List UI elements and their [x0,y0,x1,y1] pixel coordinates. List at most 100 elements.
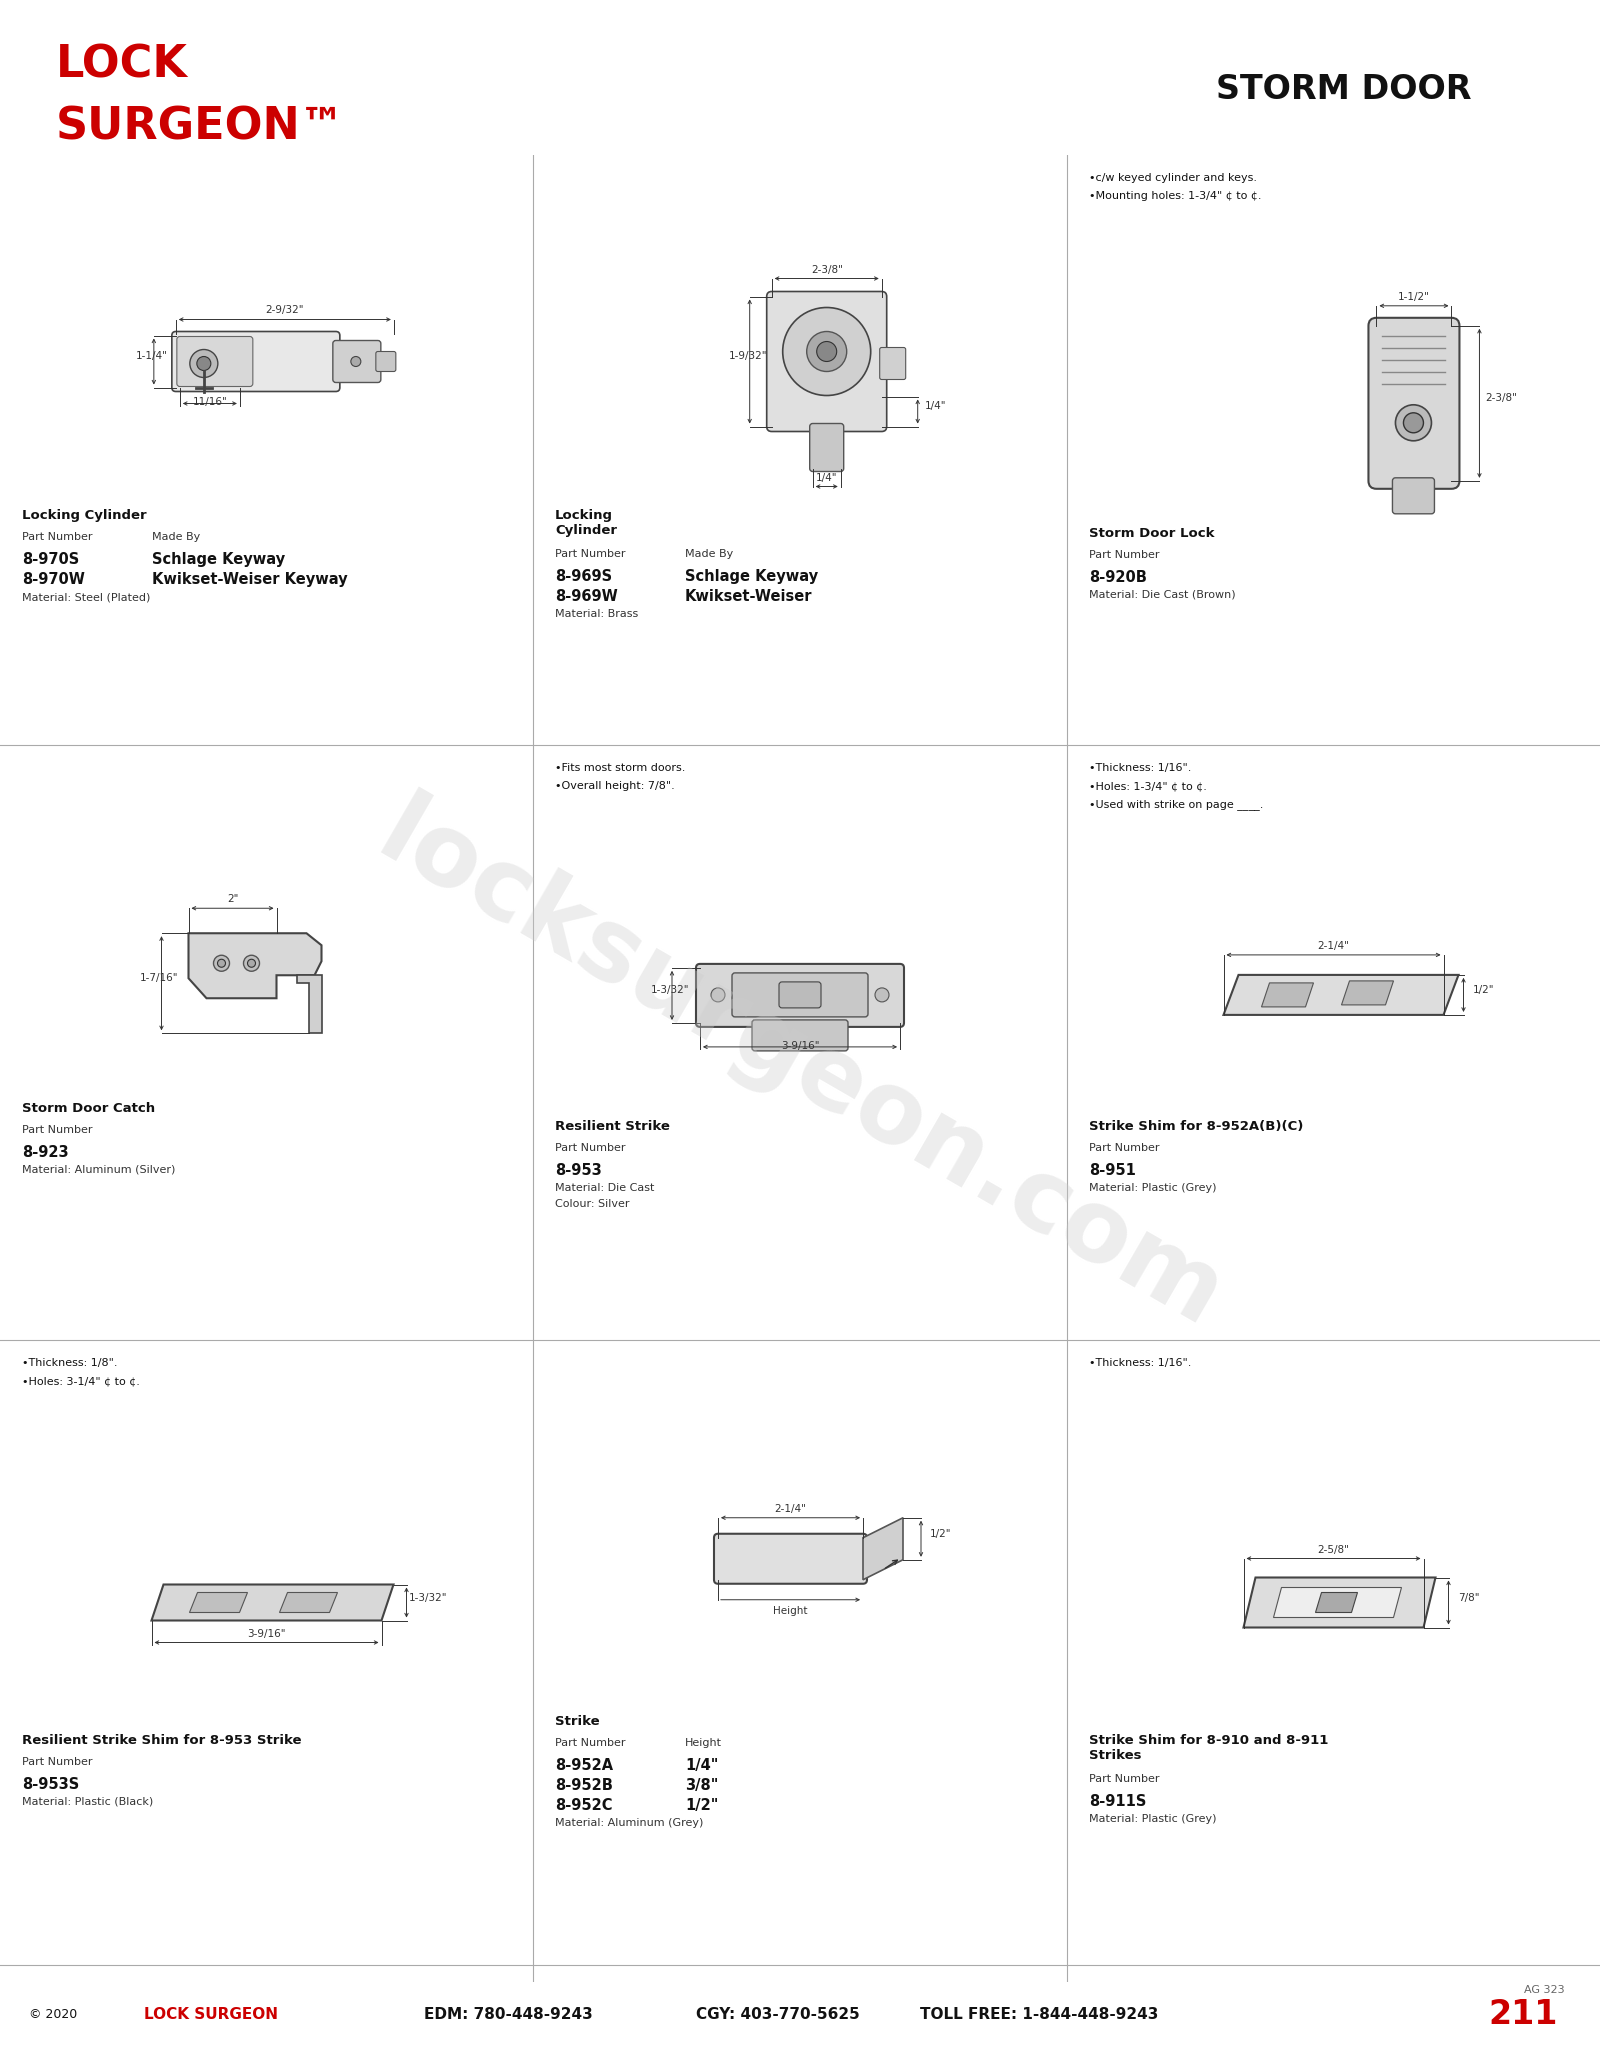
Text: 1/4": 1/4" [816,473,837,483]
Text: Made By: Made By [152,532,200,542]
Text: 8-911S: 8-911S [1090,1793,1146,1810]
Circle shape [350,356,362,366]
Text: 8-952A: 8-952A [555,1758,613,1773]
Text: 1/2": 1/2" [685,1797,718,1814]
Text: EDM: 780-448-9243: EDM: 780-448-9243 [424,2006,592,2022]
Text: Storm Door Catch: Storm Door Catch [22,1101,155,1116]
Text: Kwikset-Weiser: Kwikset-Weiser [685,590,813,604]
Text: 8-952C: 8-952C [555,1797,613,1814]
FancyBboxPatch shape [752,1019,848,1050]
Text: Locking
Cylinder: Locking Cylinder [555,510,618,536]
Text: © 2020: © 2020 [29,2008,77,2020]
Text: 2-1/4": 2-1/4" [1317,942,1349,952]
Polygon shape [1243,1578,1435,1627]
Text: Storm Door Lock: Storm Door Lock [1090,526,1214,540]
Circle shape [806,332,846,371]
Text: Kwikset-Weiser Keyway: Kwikset-Weiser Keyway [152,571,347,587]
Text: TOLL FREE: 1-844-448-9243: TOLL FREE: 1-844-448-9243 [920,2006,1158,2022]
Text: 1/2": 1/2" [930,1529,952,1539]
Text: 8-952B: 8-952B [555,1779,613,1793]
FancyBboxPatch shape [733,972,867,1017]
Circle shape [1395,405,1432,440]
Text: 2-9/32": 2-9/32" [266,305,304,315]
Text: •Mounting holes: 1-3/4" ¢ to ¢.: •Mounting holes: 1-3/4" ¢ to ¢. [1090,190,1261,201]
FancyBboxPatch shape [376,352,395,371]
Polygon shape [296,974,322,1034]
Circle shape [243,956,259,970]
Text: 8-953: 8-953 [555,1163,602,1177]
Circle shape [875,989,890,1001]
Text: 1-1/2": 1-1/2" [1398,293,1430,301]
Text: Part Number: Part Number [22,1756,93,1767]
Text: 8-953S: 8-953S [22,1777,80,1791]
Text: Material: Steel (Plated): Material: Steel (Plated) [22,592,150,602]
Polygon shape [1315,1593,1357,1613]
Text: LOCK: LOCK [56,43,187,86]
Text: 3/8": 3/8" [685,1779,718,1793]
FancyBboxPatch shape [171,332,339,391]
Polygon shape [1341,981,1394,1005]
Text: 1-9/32": 1-9/32" [728,352,766,362]
Text: Material: Plastic (Grey): Material: Plastic (Grey) [1090,1814,1216,1824]
Text: •Thickness: 1/16".: •Thickness: 1/16". [1090,764,1192,774]
Text: Material: Plastic (Grey): Material: Plastic (Grey) [1090,1183,1216,1193]
Text: •Thickness: 1/8".: •Thickness: 1/8". [22,1357,117,1367]
Text: 1/4": 1/4" [925,401,947,411]
Text: Colour: Silver: Colour: Silver [555,1200,629,1210]
Text: 3-9/16": 3-9/16" [781,1042,819,1050]
FancyBboxPatch shape [333,340,381,383]
Circle shape [782,307,870,395]
Text: •Fits most storm doors.: •Fits most storm doors. [555,764,685,774]
Text: 7/8": 7/8" [1458,1593,1480,1603]
Text: 1-7/16": 1-7/16" [141,972,179,983]
Circle shape [816,342,837,362]
Polygon shape [189,1593,248,1613]
Polygon shape [1274,1588,1402,1617]
Text: 8-970S: 8-970S [22,553,80,567]
Text: 8-969S: 8-969S [555,569,613,583]
Text: Part Number: Part Number [1090,551,1160,559]
FancyBboxPatch shape [178,336,253,387]
FancyBboxPatch shape [766,291,886,432]
Text: •Overall height: 7/8".: •Overall height: 7/8". [555,782,675,790]
Circle shape [190,350,218,377]
Text: 2-1/4": 2-1/4" [774,1505,806,1513]
Text: 8-970W: 8-970W [22,571,85,587]
Text: Material: Brass: Material: Brass [555,610,638,618]
Text: 2": 2" [227,895,238,905]
Text: Part Number: Part Number [555,549,626,559]
Text: 8-920B: 8-920B [1090,569,1147,585]
Text: SURGEON™: SURGEON™ [56,104,346,147]
Polygon shape [189,933,322,999]
Circle shape [710,989,725,1001]
Text: 1-3/32": 1-3/32" [651,985,690,995]
FancyBboxPatch shape [1392,477,1435,514]
Text: 2-3/8": 2-3/8" [1485,393,1517,403]
Text: 2-5/8": 2-5/8" [1317,1545,1349,1554]
Text: 1/2": 1/2" [1472,985,1494,995]
Text: Resilient Strike: Resilient Strike [555,1120,670,1132]
Text: 1-3/32": 1-3/32" [410,1593,448,1603]
Text: Material: Aluminum (Silver): Material: Aluminum (Silver) [22,1165,176,1175]
Circle shape [248,960,256,968]
Text: Part Number: Part Number [1090,1775,1160,1783]
Text: Material: Plastic (Black): Material: Plastic (Black) [22,1797,154,1808]
Text: Part Number: Part Number [555,1142,626,1152]
Text: Part Number: Part Number [22,532,93,542]
Text: •c/w keyed cylinder and keys.: •c/w keyed cylinder and keys. [1090,174,1258,182]
FancyBboxPatch shape [810,424,843,471]
Polygon shape [280,1593,338,1613]
Text: Strike: Strike [555,1715,600,1728]
Text: CGY: 403-770-5625: CGY: 403-770-5625 [696,2006,859,2022]
Polygon shape [1224,974,1459,1015]
Text: 1/4": 1/4" [685,1758,718,1773]
Text: LOCK SURGEON: LOCK SURGEON [144,2006,278,2022]
Text: Strike Shim for 8-910 and 8-911
Strikes: Strike Shim for 8-910 and 8-911 Strikes [1090,1734,1328,1762]
Circle shape [213,956,229,970]
Text: STORM DOOR: STORM DOOR [1216,74,1472,106]
Text: Material: Die Cast (Brown): Material: Die Cast (Brown) [1090,590,1235,600]
FancyBboxPatch shape [714,1533,867,1584]
Text: Material: Die Cast: Material: Die Cast [555,1183,654,1193]
Text: 3-9/16": 3-9/16" [248,1629,286,1638]
Text: 1-1/4": 1-1/4" [136,352,168,362]
